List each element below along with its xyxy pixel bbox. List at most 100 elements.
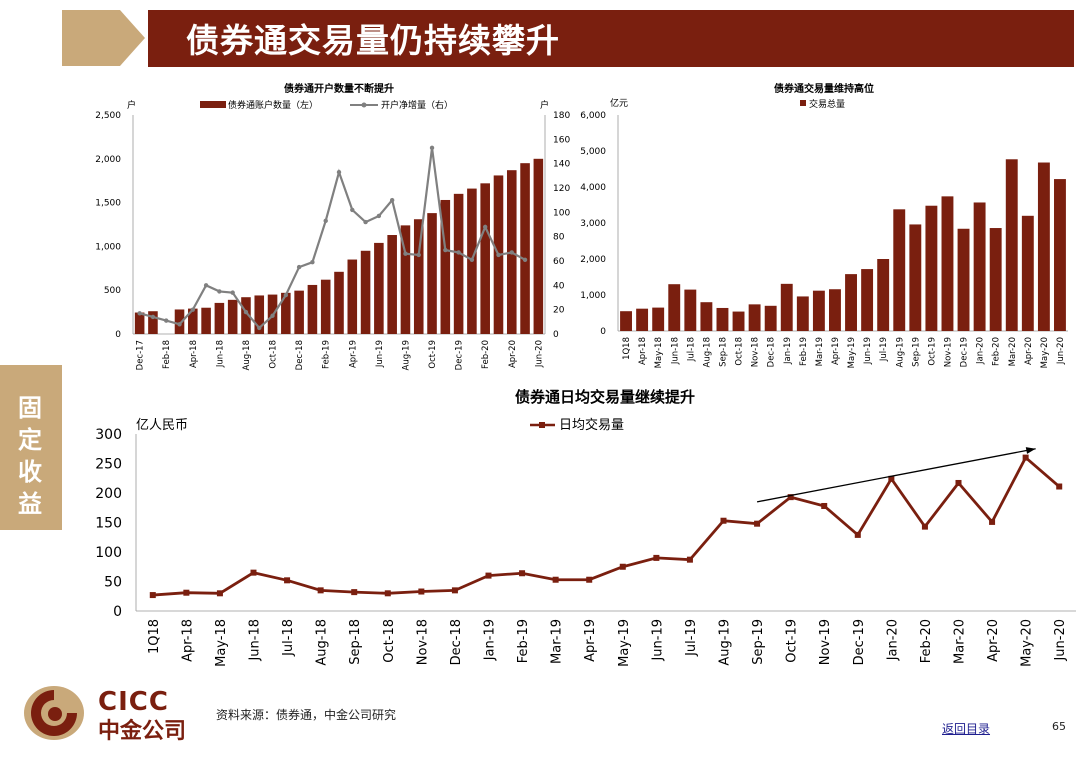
chart2-xtick: Sep-18: [718, 337, 728, 367]
chart1-line-point: [496, 252, 501, 258]
chart1-line-point: [137, 311, 142, 316]
chart2-ytick: 2,000: [580, 255, 606, 265]
chart3-line-point: [451, 587, 458, 594]
chart1-ytick-right: 0: [553, 330, 559, 340]
chart2-xtick: Jan-19: [783, 337, 793, 365]
chart1-line-point: [389, 197, 395, 203]
chart1-line-point: [190, 307, 196, 312]
chart2-bar: [861, 269, 874, 331]
chart1-line-point: [363, 219, 368, 225]
chart1-xtick: Oct-19: [428, 340, 438, 369]
chart1-line-point: [456, 250, 461, 255]
chart1-ytick-right: 20: [553, 306, 565, 316]
chart2-legend-swatch: [800, 100, 806, 106]
chart1-bar: [440, 199, 451, 334]
chart1-line-point: [429, 145, 435, 151]
chart2-bar: [989, 228, 1002, 331]
logo-text-en: CICC: [98, 687, 169, 717]
chart1-ytick-right: 160: [553, 135, 570, 145]
chart1-ytick-left: 0: [115, 330, 121, 340]
chart3-line-point: [317, 587, 324, 594]
chart3-legend-label: 日均交易量: [559, 417, 624, 433]
chart3-title: 债券通日均交易量继续提升: [515, 388, 695, 406]
chart3-line-point: [418, 588, 425, 595]
chart3-xtick: Nov-19: [818, 619, 833, 665]
chart3-xtick: Jul-19: [684, 619, 699, 657]
chart1-ytick-right: 60: [553, 257, 565, 267]
chart3-line-point: [921, 523, 928, 530]
chart2-xtick: Jan-20: [976, 337, 986, 365]
chart2-ytick: 1,000: [580, 291, 606, 301]
chart1-line-point: [217, 289, 222, 294]
chart1-xtick: Feb-20: [481, 340, 491, 369]
chart1-xtick: Aug-19: [401, 340, 411, 370]
chart1-ytick-right: 140: [553, 160, 570, 170]
back-to-contents-link[interactable]: 返回目录: [942, 722, 991, 736]
chart1-bar: [201, 307, 211, 334]
chart2-bar: [1037, 162, 1050, 331]
chart3-xtick: Oct-18: [382, 619, 397, 663]
chart3-xtick: Mar-20: [953, 619, 968, 664]
chart3-line-point: [619, 563, 626, 570]
chart1-xtick: Jun-19: [375, 340, 385, 368]
section-tab[interactable]: [0, 365, 62, 530]
chart1-bar: [214, 302, 225, 334]
chart1-line-point: [323, 218, 328, 224]
chart1-bar: [400, 225, 411, 334]
chart1-bar: [427, 213, 437, 334]
chart1-xtick: Jun-20: [534, 340, 544, 368]
chart1-line-point: [310, 260, 315, 265]
chart1-line-point: [336, 169, 342, 175]
chart1-ytick-left: 1,500: [95, 199, 121, 209]
chart1-ytick-left: 2,500: [95, 111, 121, 121]
chart2-bar: [925, 205, 938, 331]
section-tab-label: 固定收益: [18, 393, 42, 518]
chart1-bar: [174, 309, 185, 334]
chart3-xtick: Aug-19: [718, 619, 733, 666]
logo-text-cn: 中金公司: [98, 719, 187, 744]
chart1-bar: [320, 279, 331, 334]
chart2-legend-label: 交易总量: [809, 98, 845, 110]
chart2-xtick: Dec-18: [767, 337, 777, 367]
chart3-line-point: [854, 531, 861, 538]
chart1-line-point: [257, 325, 262, 331]
chart2-bar: [941, 196, 954, 331]
page-number: 65: [1052, 720, 1066, 733]
chart3-ytick: 200: [95, 486, 122, 502]
chart1-bar: [347, 259, 358, 334]
chart1-title: 债券通开户数量不断提升: [284, 82, 394, 95]
chart2-xtick: Oct-18: [735, 337, 745, 366]
chart3-line-point: [821, 502, 828, 509]
chart2-xtick: Feb-20: [992, 337, 1002, 366]
chart1-ytick-right: 180: [553, 111, 570, 121]
chart2-xtick: Jul-18: [686, 337, 696, 362]
chart1-line-point: [283, 292, 289, 298]
chart1-xtick: Feb-19: [322, 340, 332, 369]
chart1-bar: [241, 297, 251, 334]
chart3-xtick: Sep-19: [751, 619, 766, 665]
chart1-line-point: [177, 322, 182, 327]
chart2-bar: [652, 307, 665, 331]
chart1-bar: [374, 242, 384, 334]
chart2-xtick: Apr-18: [638, 337, 648, 365]
chart3-xtick: Feb-19: [516, 619, 531, 663]
chart3-line-point: [720, 517, 727, 524]
chart2-xtick: Jun-18: [670, 337, 680, 365]
chart2-xtick: Mar-19: [815, 337, 825, 366]
chart3-xtick: Dec-19: [852, 619, 867, 665]
chart3-legend-marker: [539, 422, 545, 428]
chart2-ytick: 5,000: [580, 147, 606, 157]
chart2-xtick: Apr-19: [831, 337, 841, 365]
chart2-ytick: 3,000: [580, 219, 606, 229]
chart2-xtick: Aug-18: [702, 337, 712, 367]
chart1-xtick: Oct-18: [269, 340, 279, 369]
chart3-line-point: [1022, 454, 1029, 461]
chart2-bar: [668, 284, 681, 331]
chart1-line-series: [139, 147, 526, 330]
chart3-xtick: Aug-18: [315, 619, 330, 666]
chart3-line-point: [955, 479, 962, 486]
chart2-xtick: Dec-19: [960, 337, 970, 367]
